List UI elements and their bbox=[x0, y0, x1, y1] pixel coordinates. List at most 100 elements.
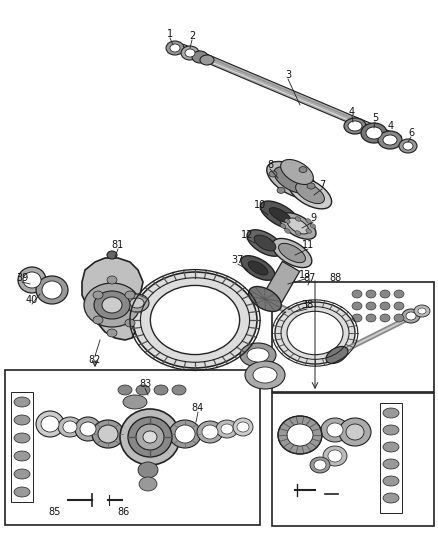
Text: 5: 5 bbox=[372, 113, 378, 123]
Ellipse shape bbox=[240, 343, 276, 367]
Ellipse shape bbox=[348, 121, 362, 131]
Ellipse shape bbox=[36, 411, 64, 437]
Ellipse shape bbox=[175, 425, 195, 443]
Ellipse shape bbox=[346, 424, 364, 440]
Ellipse shape bbox=[221, 424, 233, 434]
Ellipse shape bbox=[125, 291, 135, 299]
Ellipse shape bbox=[253, 367, 277, 383]
Ellipse shape bbox=[275, 302, 355, 364]
Ellipse shape bbox=[233, 418, 253, 436]
Ellipse shape bbox=[93, 291, 103, 299]
Text: 10: 10 bbox=[254, 200, 266, 210]
Polygon shape bbox=[180, 44, 402, 144]
Ellipse shape bbox=[150, 286, 240, 354]
Ellipse shape bbox=[314, 460, 326, 470]
Ellipse shape bbox=[287, 424, 313, 446]
Ellipse shape bbox=[14, 487, 30, 497]
Text: 37: 37 bbox=[232, 255, 244, 265]
Ellipse shape bbox=[133, 272, 257, 368]
Ellipse shape bbox=[383, 408, 399, 418]
Ellipse shape bbox=[280, 213, 316, 239]
Ellipse shape bbox=[172, 385, 186, 395]
Ellipse shape bbox=[366, 314, 376, 322]
Bar bbox=[272, 393, 434, 526]
Ellipse shape bbox=[307, 183, 315, 189]
Ellipse shape bbox=[125, 319, 135, 327]
Ellipse shape bbox=[399, 139, 417, 153]
Ellipse shape bbox=[237, 422, 249, 432]
Ellipse shape bbox=[285, 229, 290, 233]
Ellipse shape bbox=[241, 256, 275, 280]
Ellipse shape bbox=[339, 418, 371, 446]
Ellipse shape bbox=[23, 272, 41, 288]
Ellipse shape bbox=[383, 459, 399, 469]
Ellipse shape bbox=[14, 433, 30, 443]
Ellipse shape bbox=[42, 281, 62, 299]
Ellipse shape bbox=[296, 182, 325, 204]
Ellipse shape bbox=[138, 462, 158, 478]
Ellipse shape bbox=[93, 316, 103, 324]
Ellipse shape bbox=[200, 55, 214, 65]
Ellipse shape bbox=[128, 417, 172, 457]
Ellipse shape bbox=[394, 290, 404, 298]
Text: 84: 84 bbox=[192, 403, 204, 413]
Ellipse shape bbox=[418, 308, 426, 314]
Ellipse shape bbox=[279, 244, 305, 263]
Ellipse shape bbox=[260, 201, 300, 229]
Ellipse shape bbox=[328, 450, 342, 462]
Text: 86: 86 bbox=[117, 507, 129, 517]
Ellipse shape bbox=[380, 290, 390, 298]
Text: 38: 38 bbox=[301, 300, 313, 310]
Ellipse shape bbox=[269, 171, 277, 177]
Ellipse shape bbox=[80, 422, 96, 436]
Text: 39: 39 bbox=[16, 273, 28, 283]
Ellipse shape bbox=[274, 167, 310, 193]
Ellipse shape bbox=[41, 416, 59, 432]
Ellipse shape bbox=[278, 416, 322, 454]
Ellipse shape bbox=[383, 425, 399, 435]
Text: 11: 11 bbox=[302, 240, 314, 250]
Ellipse shape bbox=[154, 385, 168, 395]
Text: 7: 7 bbox=[319, 180, 325, 190]
Text: 85: 85 bbox=[49, 507, 61, 517]
Ellipse shape bbox=[383, 493, 399, 503]
Ellipse shape bbox=[14, 469, 30, 479]
Text: 12: 12 bbox=[241, 230, 253, 240]
Ellipse shape bbox=[285, 219, 290, 223]
Ellipse shape bbox=[363, 126, 377, 136]
Ellipse shape bbox=[63, 421, 77, 433]
Ellipse shape bbox=[306, 219, 311, 223]
Ellipse shape bbox=[254, 235, 276, 251]
Ellipse shape bbox=[248, 261, 268, 275]
Ellipse shape bbox=[380, 314, 390, 322]
Ellipse shape bbox=[14, 397, 30, 407]
Text: 81: 81 bbox=[112, 240, 124, 250]
Ellipse shape bbox=[323, 446, 347, 466]
Ellipse shape bbox=[125, 294, 149, 312]
Polygon shape bbox=[265, 261, 300, 303]
Ellipse shape bbox=[14, 415, 30, 425]
Text: 82: 82 bbox=[89, 355, 101, 365]
Polygon shape bbox=[82, 258, 143, 340]
Ellipse shape bbox=[118, 385, 132, 395]
Ellipse shape bbox=[321, 418, 349, 442]
Ellipse shape bbox=[197, 421, 223, 443]
Ellipse shape bbox=[383, 442, 399, 452]
Ellipse shape bbox=[361, 123, 387, 143]
Text: 13: 13 bbox=[299, 270, 311, 280]
Text: 4: 4 bbox=[349, 107, 355, 117]
Ellipse shape bbox=[394, 302, 404, 310]
Ellipse shape bbox=[406, 312, 416, 320]
Ellipse shape bbox=[366, 127, 382, 139]
Ellipse shape bbox=[366, 302, 376, 310]
Ellipse shape bbox=[202, 425, 218, 439]
Ellipse shape bbox=[327, 423, 343, 437]
Ellipse shape bbox=[92, 420, 124, 448]
Ellipse shape bbox=[277, 188, 285, 193]
Text: 87: 87 bbox=[304, 273, 316, 283]
Ellipse shape bbox=[310, 224, 316, 228]
Ellipse shape bbox=[84, 283, 140, 327]
Ellipse shape bbox=[192, 51, 208, 63]
Ellipse shape bbox=[306, 229, 311, 233]
Ellipse shape bbox=[288, 177, 332, 209]
